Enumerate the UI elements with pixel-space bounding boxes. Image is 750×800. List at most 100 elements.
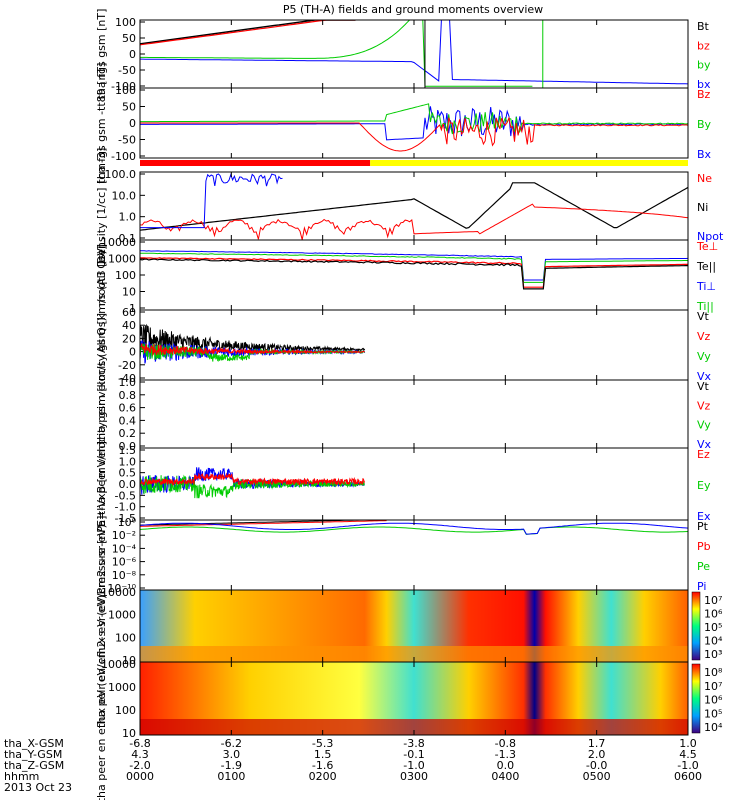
series-Npot [140, 173, 283, 229]
series-Te-perp [140, 257, 688, 288]
colorbar-tick: 10⁶ [704, 694, 723, 707]
ytick-label: -1.0 [115, 501, 136, 514]
colorbar [691, 591, 701, 661]
legend-Te||: Te|| [696, 260, 716, 273]
footer-value: -0.0 [586, 759, 607, 772]
series-By [140, 103, 688, 135]
ytick-label: 1.0 [119, 376, 137, 389]
panel-2-ylabel: tha fgs gsm -tt89 [nT] [95, 63, 108, 184]
series-bx [140, 20, 688, 85]
legend-Bx: Bx [697, 148, 712, 161]
panel-5: tha peir velocity gsm [km/s (All Qs)] 604… [95, 246, 712, 444]
series-Bt [140, 20, 356, 45]
panel-10-ylabel: tha peer en eflux eV (eV/cm2-s-sr-eV) [95, 595, 108, 800]
series-Pt [140, 520, 387, 526]
ytick-label: 50 [122, 101, 136, 114]
panel-6: tha peer velocity gsm [km/s (All Qs)] 1.0… [95, 313, 712, 515]
colorbar [691, 663, 701, 734]
spectrogram-low-band [140, 719, 688, 735]
legend-Vt: Vt [697, 380, 710, 393]
panel-9: tha peir en eflux eV (eV/cm2-s-sr-eV)100… [95, 524, 145, 728]
footer-value: -0.8 [495, 737, 516, 750]
mode-bar-red [140, 160, 371, 166]
legend-Vy: Vy [697, 419, 711, 432]
plot-title: P5 (TH-A) fields and ground moments over… [283, 3, 543, 16]
ytick-label: -100 [111, 80, 136, 93]
ytick-label: 1.0 [119, 211, 137, 224]
footer-value: -5.3 [312, 737, 333, 750]
footer-label: tha_Y-GSM [4, 748, 62, 761]
colorbar-tick: 10⁷ [704, 680, 722, 693]
legend-Npot: Npot [697, 230, 724, 243]
footer-value: -1.0 [677, 759, 698, 772]
series-Ti-par [140, 252, 688, 283]
footer-value: -0.1 [403, 748, 424, 761]
ytick-label: -1.5 [115, 512, 136, 525]
footer-value: 0400 [491, 770, 519, 783]
legend-Vz: Vz [697, 330, 711, 343]
ytick-label: 10⁻⁸ [112, 569, 137, 582]
ytick-label: 1.5 [119, 444, 137, 457]
footer-value: -3.8 [403, 737, 424, 750]
colorbar-tick: 10⁶ [704, 608, 723, 621]
footer-value: 0200 [309, 770, 337, 783]
series-Pe [140, 526, 688, 535]
colorbar-tick: 10⁷ [704, 594, 722, 607]
legend-Pi: Pi [697, 580, 706, 593]
footer-value: 0300 [400, 770, 428, 783]
ytick-label: 0.2 [119, 427, 137, 440]
ytick-label: 10⁻² [112, 529, 136, 542]
colorbar-tick: 10⁴ [704, 635, 723, 648]
footer-value: -1.6 [312, 759, 333, 772]
series-bz [140, 20, 356, 46]
footer-value: 1.7 [588, 737, 606, 750]
panel-3-ylabel: Density [1/cc] [cm-3] [95, 148, 108, 265]
ytick-label: 0 [129, 117, 136, 130]
footer: tha_X-GSM -6.8 -6.2 -5.3 -3.8 -0.8 1.7 1.0 tha_Y… [4, 737, 702, 794]
panel-6-ylabel: tha peer velocity gsm [km/s (All Qs)] [95, 313, 108, 515]
legend-Vx: Vx [697, 370, 712, 383]
series-Vz [140, 343, 365, 357]
ytick-label: 10.0 [112, 189, 137, 202]
footer-value: 4.5 [679, 748, 697, 761]
footer-value: 0.0 [497, 759, 515, 772]
ytick-label: 10 [122, 727, 136, 740]
footer-value: -2.0 [129, 759, 150, 772]
series-Ti-perp [140, 250, 688, 281]
panel-7: E=-VxB [mV/m] 1.51.00.50.0-0.5-1.0-1.5EzE… [95, 441, 711, 527]
series-Vt [140, 323, 366, 353]
footer-value: -6.2 [221, 737, 242, 750]
ytick-label: 100 [115, 84, 136, 97]
panel-4: moqt3 [eV]10000 1000 100 10 1 Te⊥ Te|| Ti⊥ Ti|| [95, 236, 718, 315]
ytick-label: -40 [118, 372, 136, 385]
panel-7-ylabel: E=-VxB [mV/m] [95, 441, 108, 527]
ytick-label: 10000 [101, 658, 136, 671]
mode-bar-yellow [370, 160, 688, 166]
panel-1-ylabel: tha fgs gsm [nT] [95, 9, 108, 100]
footer-label: tha_X-GSM [4, 737, 64, 750]
ytick-label: 50 [122, 32, 136, 45]
legend-Pb: Pb [697, 540, 711, 553]
ytick-label: 100 [115, 269, 136, 282]
ytick-label: 1 [129, 302, 136, 315]
colorbar-tick: 10⁵ [704, 707, 722, 720]
legend-Ey: Ey [697, 479, 711, 492]
ytick-label: -20 [118, 359, 136, 372]
series-Ez [140, 472, 366, 487]
ytick-label: 10⁻⁴ [112, 542, 137, 555]
series-Bz [140, 116, 688, 152]
panel-frame [139, 519, 689, 591]
footer-value: 1.5 [314, 748, 332, 761]
series-Ne [140, 203, 688, 240]
ytick-label: 0.1 [119, 232, 137, 245]
colorbar-tick: 10⁵ [704, 621, 722, 634]
legend-Ni: Ni [697, 201, 708, 214]
ytick-label: 10⁻⁶ [112, 556, 137, 569]
panel-frame [139, 19, 689, 89]
ytick-label: 10000 [101, 236, 136, 249]
ytick-label: 1000 [108, 609, 136, 622]
footer-value: 0100 [217, 770, 245, 783]
series-Ni [140, 182, 688, 231]
ytick-label: 40 [122, 319, 136, 332]
